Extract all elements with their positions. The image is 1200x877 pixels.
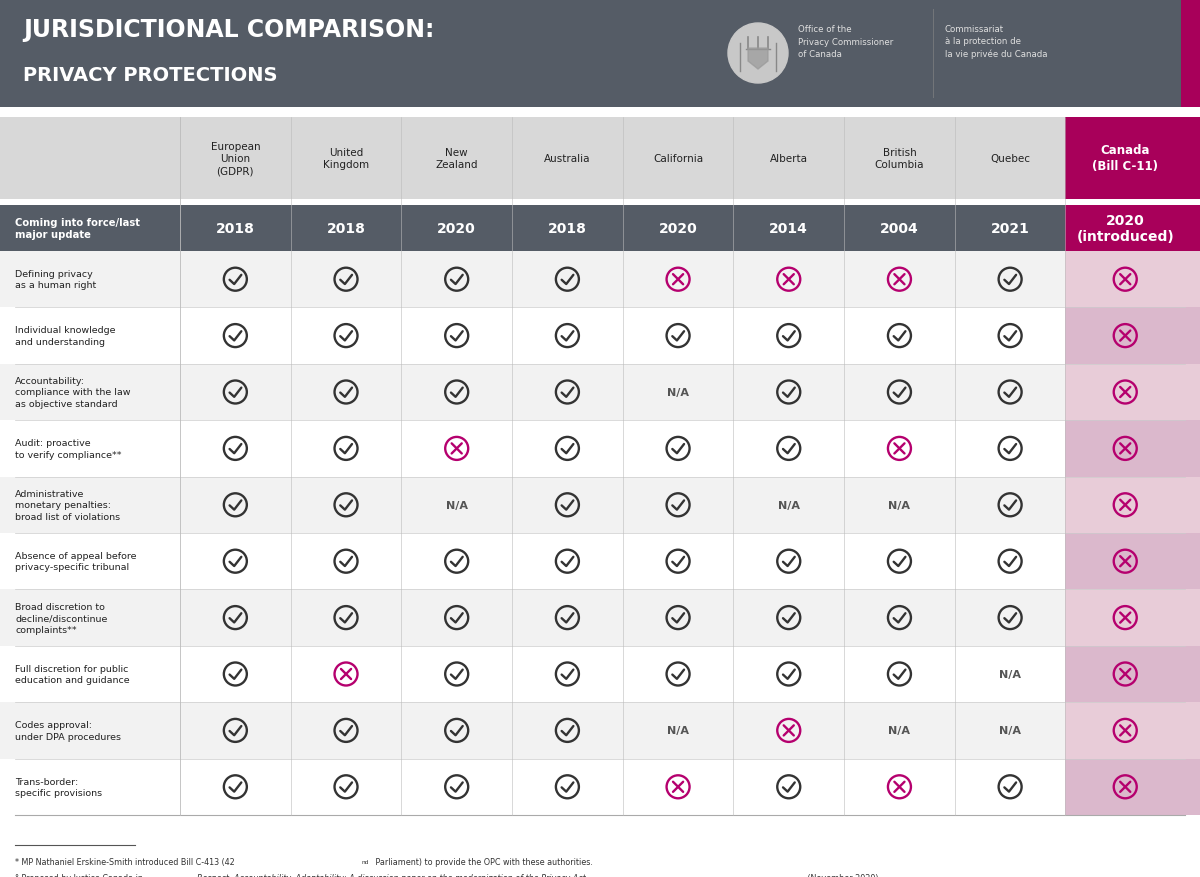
Text: JURISDICTIONAL COMPARISON:: JURISDICTIONAL COMPARISON: (23, 18, 434, 42)
FancyBboxPatch shape (0, 533, 1200, 589)
Text: N/A: N/A (667, 725, 689, 736)
FancyBboxPatch shape (0, 421, 1200, 477)
Text: Audit: proactive
to verify compliance**: Audit: proactive to verify compliance** (14, 438, 121, 459)
Text: 2018: 2018 (326, 222, 366, 236)
Text: Parliament) to provide the OPC with these authorities.: Parliament) to provide the OPC with thes… (373, 857, 593, 866)
Text: California: California (653, 153, 703, 164)
FancyBboxPatch shape (0, 308, 1200, 364)
Text: Trans-border:
specific provisions: Trans-border: specific provisions (14, 777, 102, 797)
FancyBboxPatch shape (0, 702, 1200, 759)
FancyBboxPatch shape (0, 108, 1200, 118)
FancyBboxPatch shape (1066, 477, 1200, 533)
FancyBboxPatch shape (0, 759, 1200, 815)
Text: Broad discretion to
decline/discontinue
complaints**: Broad discretion to decline/discontinue … (14, 602, 107, 634)
Text: 2014: 2014 (769, 222, 808, 236)
Text: 2020: 2020 (659, 222, 697, 236)
Text: N/A: N/A (1000, 669, 1021, 679)
FancyBboxPatch shape (1066, 252, 1200, 308)
Text: N/A: N/A (445, 500, 468, 510)
Text: N/A: N/A (888, 725, 911, 736)
Text: Codes approval:
under DPA procedures: Codes approval: under DPA procedures (14, 720, 121, 741)
Text: Australia: Australia (544, 153, 590, 164)
Text: PRIVACY PROTECTIONS: PRIVACY PROTECTIONS (23, 66, 277, 85)
FancyBboxPatch shape (1066, 364, 1200, 421)
FancyBboxPatch shape (1066, 206, 1200, 252)
Polygon shape (748, 49, 768, 70)
FancyBboxPatch shape (0, 364, 1200, 421)
Text: 2021: 2021 (991, 222, 1030, 236)
FancyBboxPatch shape (1181, 0, 1200, 108)
FancyBboxPatch shape (0, 0, 1200, 108)
Text: Commissariat
à la protection de
la vie privée du Canada: Commissariat à la protection de la vie p… (946, 25, 1048, 60)
Text: Canada
(Bill C-11): Canada (Bill C-11) (1092, 145, 1158, 174)
Text: 2020
(introduced): 2020 (introduced) (1076, 214, 1174, 244)
Text: 2020: 2020 (437, 222, 476, 236)
Text: Accountability:
compliance with the law
as objective standard: Accountability: compliance with the law … (14, 376, 131, 409)
FancyBboxPatch shape (0, 200, 1200, 206)
FancyBboxPatch shape (1066, 646, 1200, 702)
Text: Full discretion for public
education and guidance: Full discretion for public education and… (14, 664, 130, 684)
Text: Individual knowledge
and understanding: Individual knowledge and understanding (14, 326, 115, 346)
FancyBboxPatch shape (1066, 308, 1200, 364)
FancyBboxPatch shape (1066, 421, 1200, 477)
Text: N/A: N/A (778, 500, 799, 510)
Text: 2018: 2018 (548, 222, 587, 236)
Text: Alberta: Alberta (769, 153, 808, 164)
Text: European
Union
(GDPR): European Union (GDPR) (210, 141, 260, 176)
FancyBboxPatch shape (0, 206, 1200, 252)
Text: Administrative
monetary penalties:
broad list of violations: Administrative monetary penalties: broad… (14, 489, 120, 521)
Text: United
Kingdom: United Kingdom (323, 147, 370, 170)
Text: 2018: 2018 (216, 222, 254, 236)
FancyBboxPatch shape (1066, 702, 1200, 759)
Text: Defining privacy
as a human right: Defining privacy as a human right (14, 269, 96, 290)
Text: ° Proposed by Justice Canada in: ° Proposed by Justice Canada in (14, 873, 145, 877)
Text: * MP Nathaniel Erskine-Smith introduced Bill C-413 (42: * MP Nathaniel Erskine-Smith introduced … (14, 857, 235, 866)
Text: British
Columbia: British Columbia (875, 147, 924, 170)
Text: Office of the
Privacy Commissioner
of Canada: Office of the Privacy Commissioner of Ca… (798, 25, 893, 59)
Text: Coming into force/last
major update: Coming into force/last major update (14, 217, 140, 240)
Text: Absence of appeal before
privacy-specific tribunal: Absence of appeal before privacy-specifi… (14, 552, 137, 572)
FancyBboxPatch shape (0, 646, 1200, 702)
Text: (November 2020).: (November 2020). (805, 873, 881, 877)
Text: New
Zealand: New Zealand (436, 147, 478, 170)
Text: Respect, Accountability, Adaptability: A discussion paper on the modernization o: Respect, Accountability, Adaptability: A… (197, 873, 586, 877)
FancyBboxPatch shape (0, 118, 1200, 200)
Text: nd: nd (361, 859, 368, 864)
FancyBboxPatch shape (0, 252, 1200, 308)
Text: Quebec: Quebec (990, 153, 1030, 164)
Text: 2004: 2004 (880, 222, 919, 236)
FancyBboxPatch shape (0, 589, 1200, 646)
Text: N/A: N/A (667, 388, 689, 397)
Text: N/A: N/A (888, 500, 911, 510)
FancyBboxPatch shape (1066, 533, 1200, 589)
Text: N/A: N/A (1000, 725, 1021, 736)
FancyBboxPatch shape (1066, 118, 1200, 200)
FancyBboxPatch shape (1066, 589, 1200, 646)
FancyBboxPatch shape (0, 477, 1200, 533)
FancyBboxPatch shape (1066, 759, 1200, 815)
Circle shape (728, 24, 788, 84)
